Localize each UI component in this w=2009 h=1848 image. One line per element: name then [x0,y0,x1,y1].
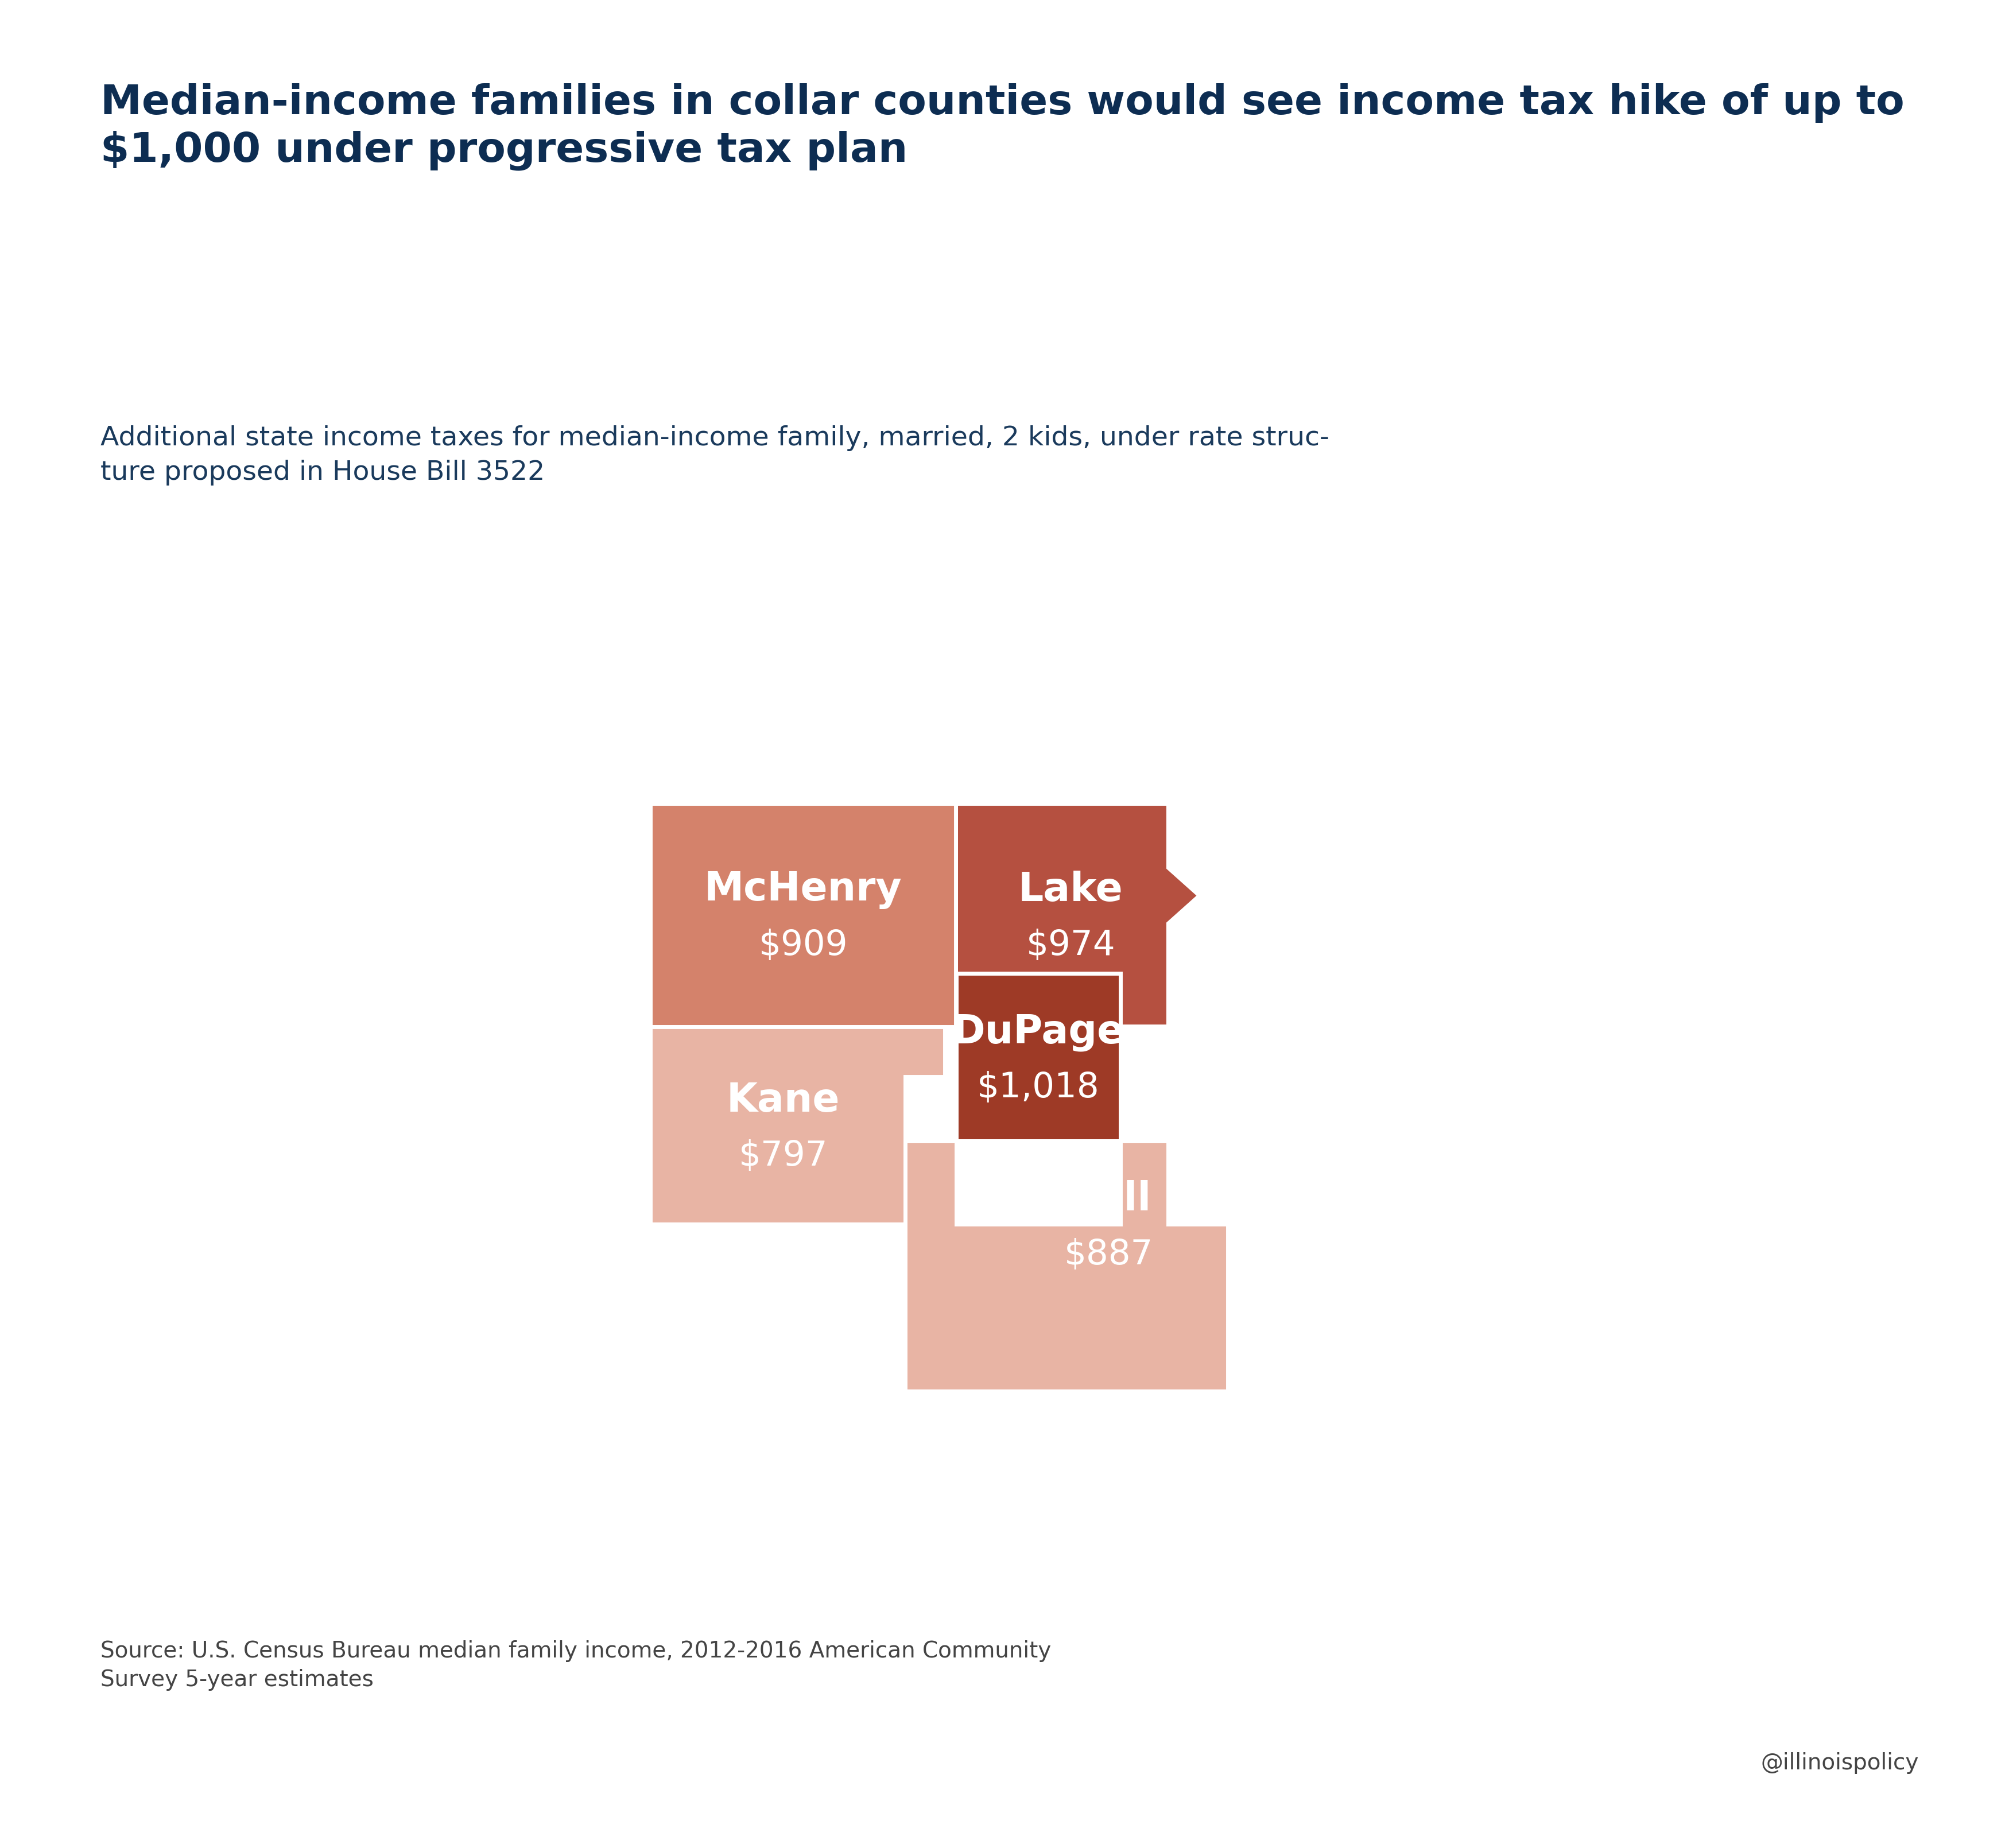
Text: @illinoispolicy: @illinoispolicy [1760,1752,1919,1774]
Polygon shape [956,974,1121,1140]
Text: $974: $974 [1027,930,1115,963]
Polygon shape [651,1026,944,1223]
Text: Lake: Lake [1019,870,1123,909]
Polygon shape [956,804,1199,1026]
Text: Source: U.S. Census Bureau median family income, 2012-2016 American Community
Su: Source: U.S. Census Bureau median family… [100,1641,1051,1691]
Polygon shape [651,804,956,1026]
Text: Will: Will [1067,1181,1151,1218]
Text: $1,018: $1,018 [976,1070,1099,1105]
Text: $887: $887 [1065,1238,1153,1271]
Text: DuPage: DuPage [952,1013,1125,1052]
Polygon shape [904,1140,1227,1392]
Text: McHenry: McHenry [705,870,902,909]
Text: $909: $909 [759,930,848,963]
Text: Kane: Kane [727,1081,840,1120]
Text: Additional state income taxes for median-income family, married, 2 kids, under r: Additional state income taxes for median… [100,425,1330,486]
Text: Median-income families in collar counties would see income tax hike of up to
$1,: Median-income families in collar countie… [100,83,1905,170]
Text: $797: $797 [739,1138,828,1173]
